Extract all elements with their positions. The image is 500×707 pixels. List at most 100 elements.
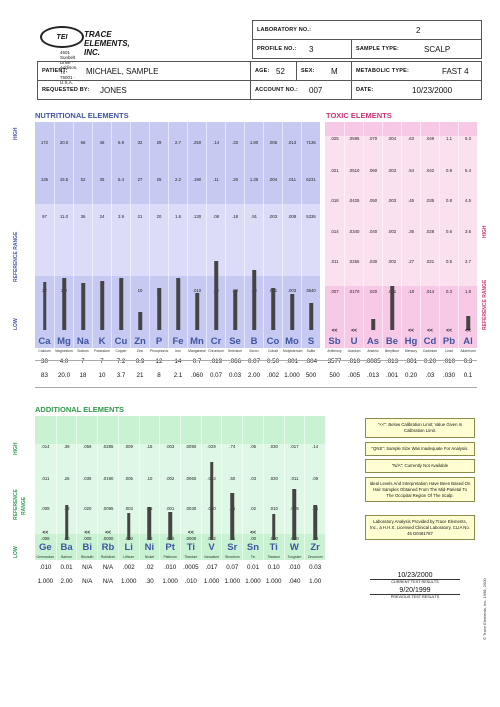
current-value: .001 <box>404 358 418 365</box>
element-column-ca: 1721359722CaCalcium3083 <box>35 122 54 379</box>
element-name: Magnesium <box>55 349 73 353</box>
tick-label: 36 <box>80 214 86 219</box>
requested-by-field: REQUESTED BY: JONES <box>37 80 251 100</box>
tick-label: .049 <box>425 136 435 141</box>
element-name: Potassium <box>94 349 110 353</box>
element-name: Zirconium <box>307 555 323 559</box>
current-value: .066 <box>228 358 242 365</box>
additional-columns: .014.011.008.006 << Ge Germanium .010 1.000.3… <box>35 416 325 585</box>
note-qns: "QNS": Sample Size Was Inadequate For An… <box>365 442 475 456</box>
nutritional-toxic-values <box>35 360 477 388</box>
previous-value: 1.000 <box>203 578 220 585</box>
tick-label: 0.6 <box>446 229 452 234</box>
current-value: 0.07 <box>247 358 261 365</box>
below-limit-mark: << <box>105 530 111 536</box>
tick-label: .002 <box>387 259 397 264</box>
element-symbol: Mn <box>190 336 204 347</box>
element-name: Tungsten <box>287 555 302 559</box>
element-name: Manganese <box>188 349 206 353</box>
tick-label: .020 <box>83 506 92 511</box>
current-value: .010 <box>347 358 361 365</box>
tick-label: 5.4 <box>118 177 124 182</box>
element-name: Vanadium <box>204 555 220 559</box>
previous-value: 1.000 <box>37 578 54 585</box>
note-calibration: "<<": Below Calibration Limit; Value Giv… <box>365 418 475 438</box>
tick-label: .0255 <box>348 259 360 264</box>
tick-label: .020 <box>368 289 378 294</box>
element-name: Platinum <box>163 555 177 559</box>
element-symbol: Cu <box>114 336 128 347</box>
additional-high-label: HIGH <box>13 442 19 456</box>
age-value: 52 <box>276 67 285 76</box>
current-value: 0.50 <box>266 358 280 365</box>
below-limit-mark: << <box>351 328 357 334</box>
patient-value: MICHAEL, SAMPLE <box>86 67 159 76</box>
tick-label: .006 <box>124 476 133 481</box>
tick-label: .011 <box>330 259 339 264</box>
tick-label: 135 <box>40 177 49 182</box>
element-symbol: S <box>307 336 315 347</box>
requested-by-label: REQUESTED BY: <box>42 87 90 93</box>
account-no-field: ACCOUNT NO.: 007 <box>250 80 352 100</box>
tick-label: .010 <box>192 288 202 293</box>
element-column-cd: .049 .042 .035 .028 .021 .014 << Cd Cadmium 0.20.… <box>420 122 439 379</box>
account-no-value: 007 <box>309 86 323 95</box>
level-bar <box>100 280 104 330</box>
tick-label: .030 <box>368 259 378 264</box>
tick-label: .03 <box>250 476 256 481</box>
element-column-cr: .14.11.08.02CrChromium.0190.07 <box>206 122 225 379</box>
tick-label: .003 <box>287 288 297 293</box>
element-name: Rubidium <box>100 555 116 559</box>
tick-label: 46 <box>99 140 105 145</box>
current-value: .019 <box>209 358 223 365</box>
tick-label: .0340 <box>348 229 360 234</box>
element-column-hg: .63 .54 .45 .36 .27 .18 << Hg Mercury .001 0.20 <box>401 122 420 379</box>
element-column-ti: .030.020.010.000TiTitanium0.101.000 <box>262 416 284 585</box>
tick-label: .33 <box>232 140 238 145</box>
toxic-title: TOXIC ELEMENTS <box>326 111 392 120</box>
tick-label: 1.8 <box>465 289 471 294</box>
sex-label: SEX: <box>301 68 315 74</box>
element-symbol: Sr <box>227 542 238 553</box>
nutritional-reference-band <box>35 204 320 276</box>
age-label: AGE: <box>255 68 270 74</box>
metabolic-type-value: FAST 4 <box>442 67 469 76</box>
element-column-zn: 32 27 21 10 Zn Zinc 0.9 21 <box>130 122 149 379</box>
element-column-ti: .0090 .0060 .0030 .0000 << Ti Titanium .0005 .01… <box>180 416 201 585</box>
note-ideal-levels: Ideal Levels And Interpretation Have Bee… <box>365 477 475 503</box>
element-symbol: Mo <box>285 336 299 347</box>
laboratory-no-value: 2 <box>416 26 421 35</box>
element-symbol: Sn <box>246 542 260 553</box>
tick-label: 11.0 <box>59 214 69 219</box>
current-value: .013 <box>385 358 399 365</box>
copyright: © Trace Elements, Inc. 1998, 2000 <box>482 578 487 640</box>
tick-label: 0.3 <box>446 289 452 294</box>
previous-value: 1.000 <box>120 578 137 585</box>
previous-value: 1.000 <box>265 578 282 585</box>
level-bar <box>119 278 123 330</box>
tick-label: 32 <box>137 140 143 145</box>
level-bar <box>466 315 470 330</box>
tick-label: .021 <box>425 259 435 264</box>
element-column-mn: .250 .190 .130 .010 Mn Manganese 0.7 .060 <box>187 122 206 379</box>
element-symbol: Ti <box>186 542 195 553</box>
element-symbol: Zr <box>310 542 320 553</box>
tick-label: .003 <box>124 506 133 511</box>
current-results-label: CURRENT TEST RESULTS <box>391 580 439 584</box>
tick-label: 1.1 <box>446 136 452 141</box>
tick-label: .26 <box>63 476 70 481</box>
tick-label: 7136 <box>306 140 316 145</box>
level-bar <box>290 293 294 330</box>
tick-label: .006 <box>41 536 50 541</box>
tick-label: 25 <box>156 177 162 182</box>
tick-label: .017 <box>290 444 299 449</box>
sex-value: M <box>331 67 338 76</box>
element-name: Barium <box>61 555 72 559</box>
tick-label: .004 <box>268 177 278 182</box>
sex-field: SEX: M <box>296 61 352 81</box>
tick-label: .002 <box>165 476 175 481</box>
tick-label: .00 <box>250 536 256 541</box>
